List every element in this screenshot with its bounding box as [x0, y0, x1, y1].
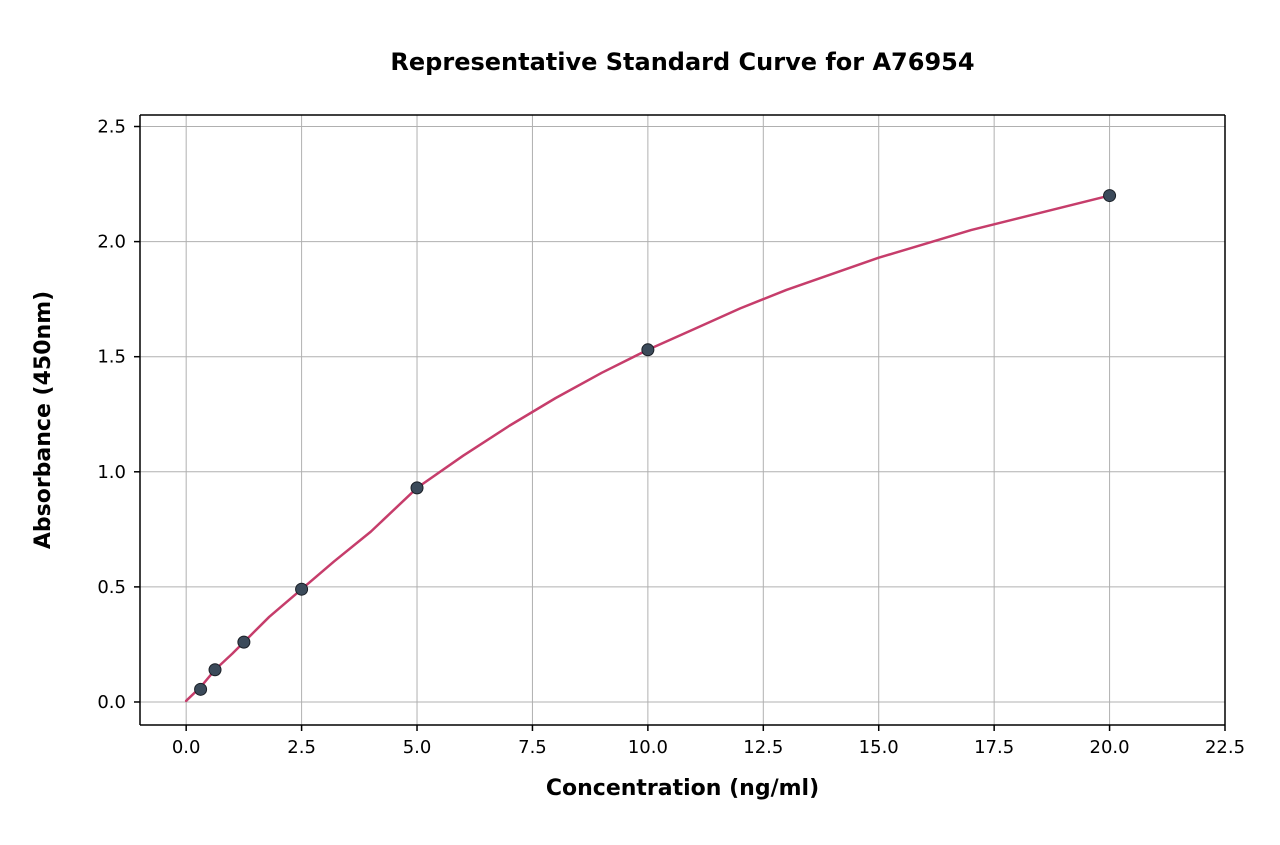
- ytick-label: 2.5: [97, 117, 126, 138]
- chart-container: 0.0 2.5 5.0 7.5 10.0 12.5 15.0 17.5 20.0 22.5 0.0 0…: [0, 0, 1280, 845]
- x-axis-label: Concentration (ng/ml): [546, 776, 819, 801]
- ytick-label: 2.0: [97, 232, 126, 253]
- data-point-marker: [296, 583, 308, 595]
- data-point-marker: [642, 344, 654, 356]
- data-point-marker: [1104, 190, 1116, 202]
- xtick-label: 22.5: [1205, 737, 1245, 758]
- data-point-marker: [209, 664, 221, 676]
- ytick-label: 1.0: [97, 462, 126, 483]
- xtick-label: 5.0: [403, 737, 432, 758]
- xtick-label: 2.5: [287, 737, 316, 758]
- ytick-label: 1.5: [97, 347, 126, 368]
- xtick-label: 20.0: [1090, 737, 1130, 758]
- xtick-label: 7.5: [518, 737, 547, 758]
- standard-curve-chart: 0.0 2.5 5.0 7.5 10.0 12.5 15.0 17.5 20.0 22.5 0.0 0…: [0, 0, 1280, 845]
- data-point-marker: [238, 636, 250, 648]
- xtick-label: 15.0: [859, 737, 899, 758]
- xtick-label: 12.5: [743, 737, 783, 758]
- xtick-label: 10.0: [628, 737, 668, 758]
- y-axis-label: Absorbance (450nm): [31, 291, 56, 549]
- xtick-label: 0.0: [172, 737, 201, 758]
- chart-title: Representative Standard Curve for A76954: [390, 48, 974, 76]
- xtick-label: 17.5: [974, 737, 1014, 758]
- data-point-marker: [411, 482, 423, 494]
- ytick-label: 0.0: [97, 692, 126, 713]
- data-point-marker: [195, 683, 207, 695]
- ytick-label: 0.5: [97, 577, 126, 598]
